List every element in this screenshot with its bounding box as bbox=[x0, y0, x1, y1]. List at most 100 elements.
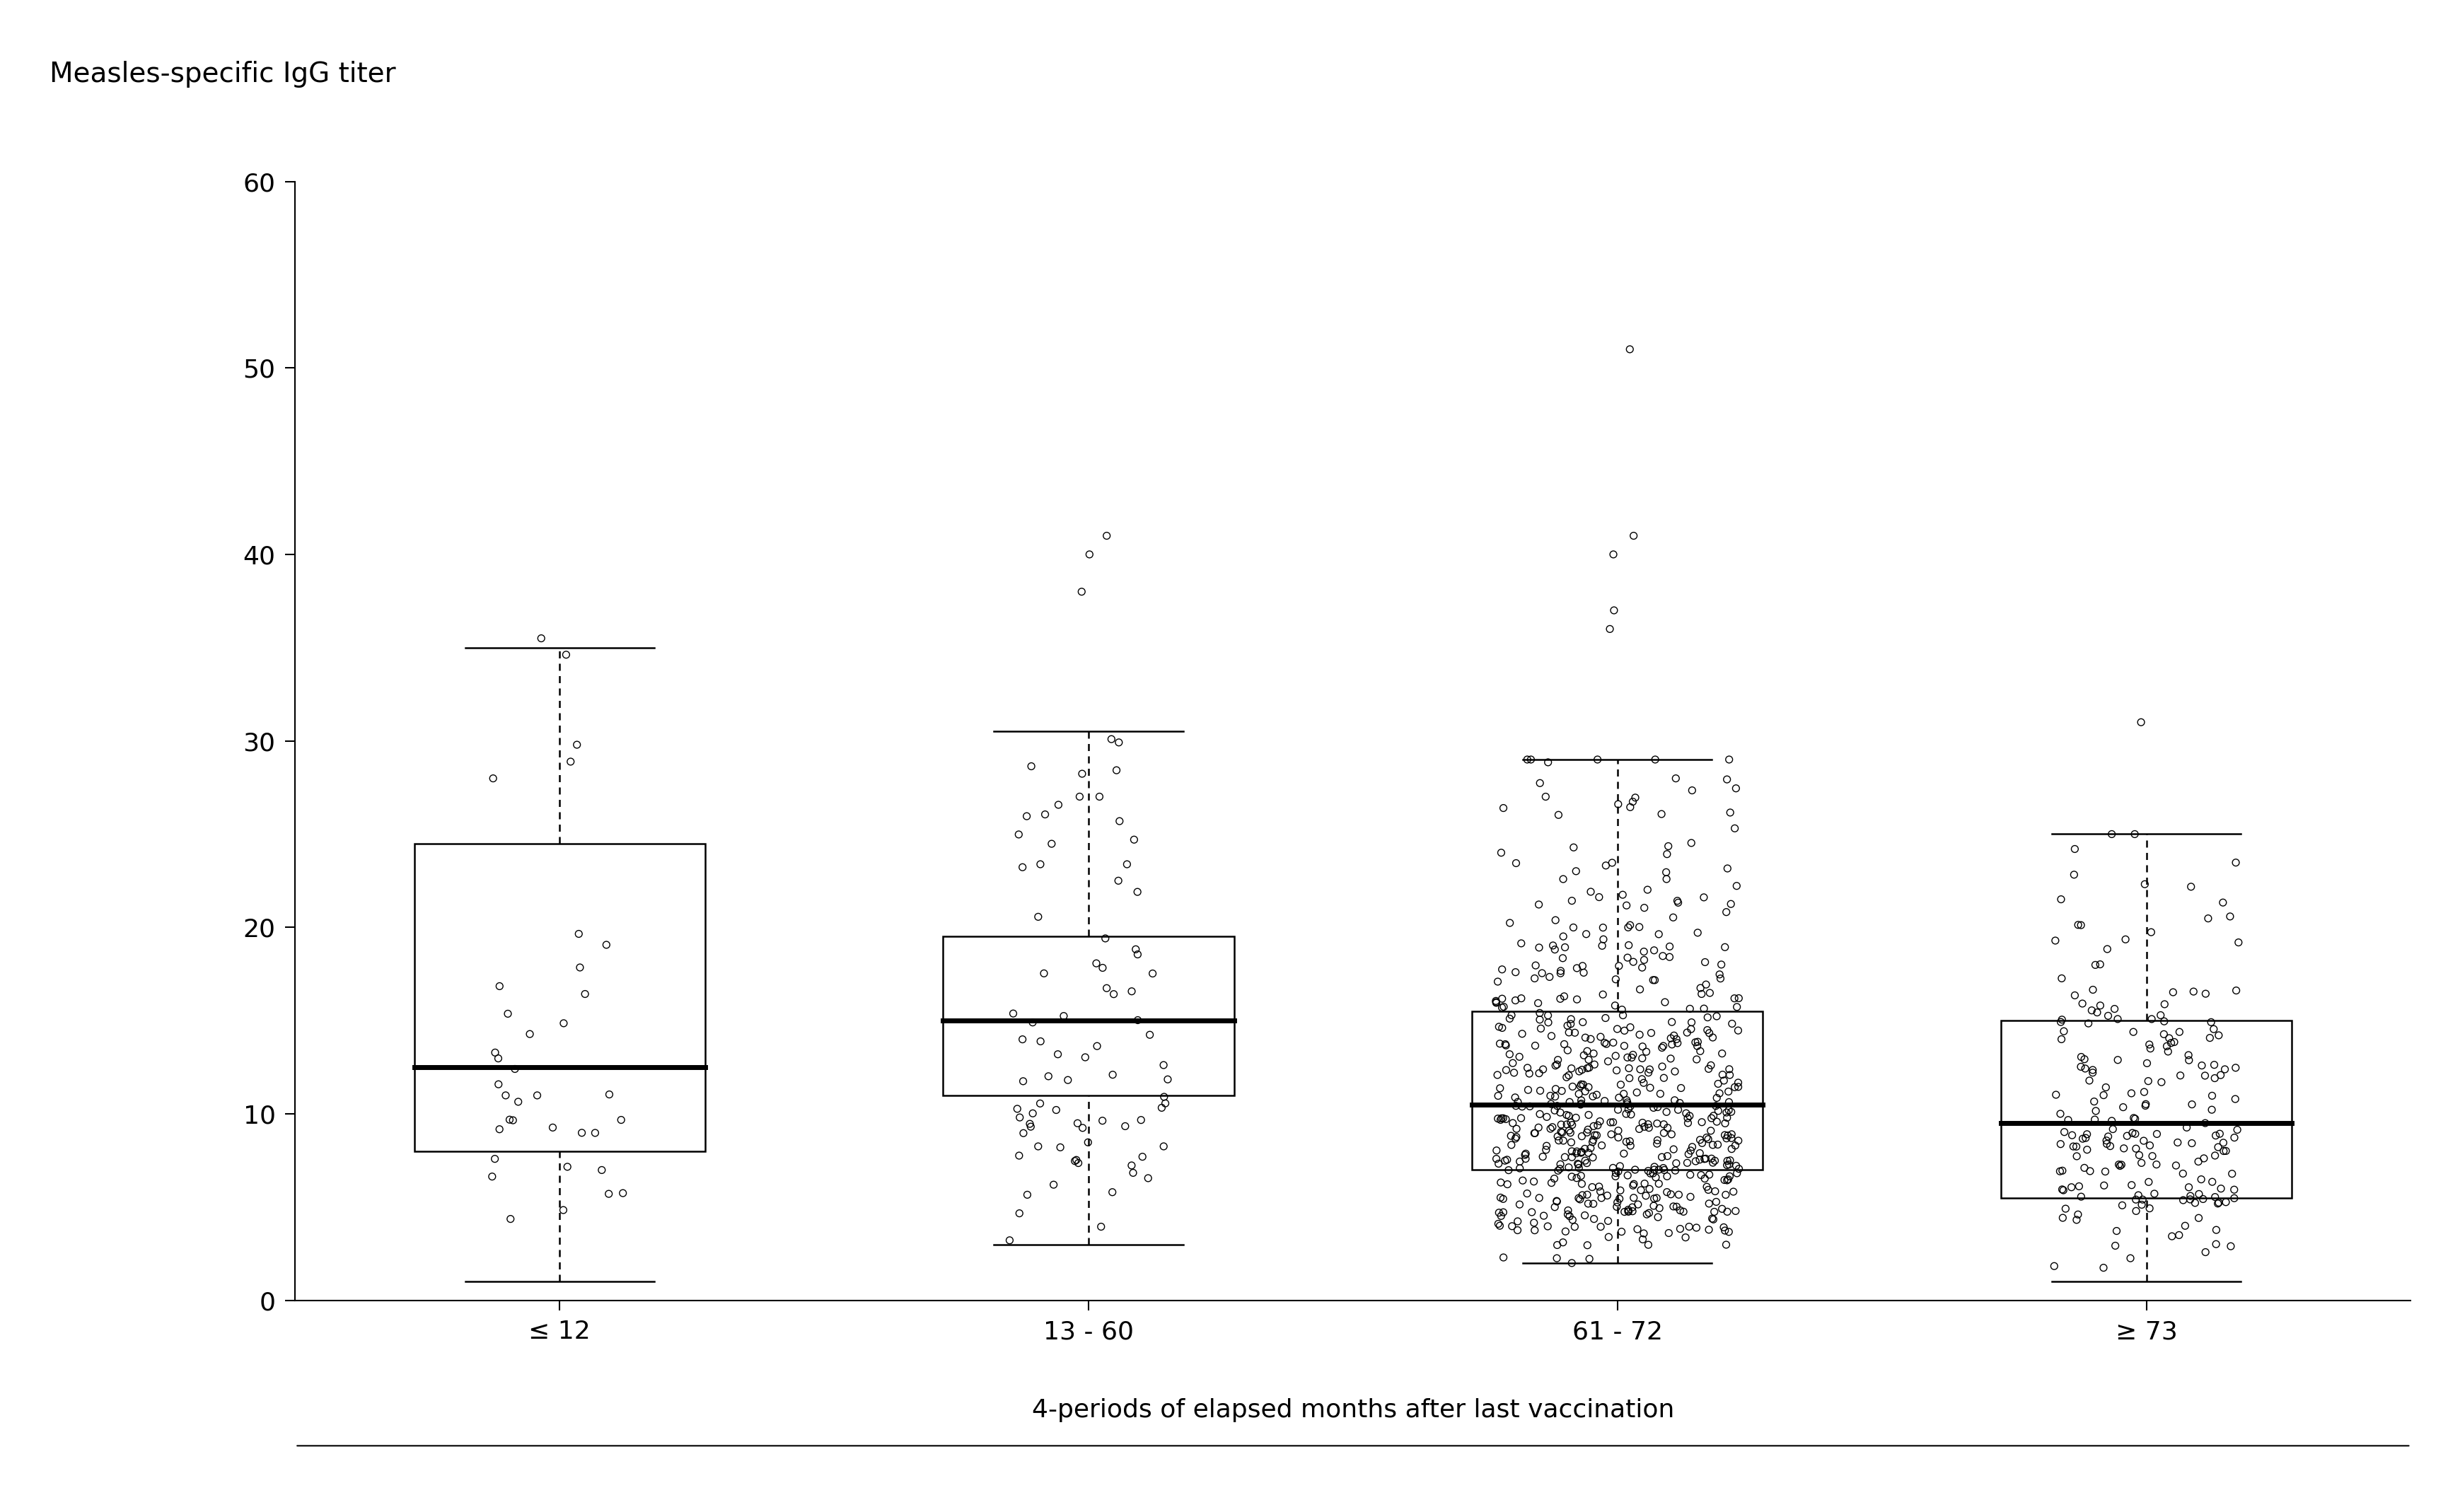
Point bbox=[1478, 969, 1518, 993]
Point bbox=[1670, 1018, 1710, 1042]
Point bbox=[2066, 1126, 2106, 1151]
Point bbox=[2162, 1161, 2202, 1185]
Point bbox=[2123, 1193, 2162, 1217]
Point bbox=[1033, 1173, 1073, 1198]
Point bbox=[1626, 1040, 1665, 1064]
Point bbox=[576, 1120, 615, 1145]
Point bbox=[1565, 960, 1604, 984]
Point bbox=[1545, 1219, 1584, 1243]
Point bbox=[1641, 1081, 1680, 1105]
Point bbox=[1510, 747, 1550, 771]
Point bbox=[1048, 1067, 1087, 1092]
Point bbox=[1609, 1198, 1648, 1222]
Point bbox=[1658, 1194, 1697, 1219]
Point bbox=[1592, 851, 1631, 875]
Point bbox=[1503, 1095, 1542, 1119]
Point bbox=[1611, 1134, 1651, 1158]
Point bbox=[534, 1116, 573, 1140]
Point bbox=[1528, 1004, 1567, 1028]
Point bbox=[2054, 983, 2093, 1007]
Point bbox=[1530, 1117, 1569, 1142]
Point bbox=[1636, 747, 1675, 771]
Point bbox=[2204, 1131, 2244, 1155]
Point bbox=[1552, 1139, 1592, 1163]
Point bbox=[1599, 1125, 1638, 1149]
Point bbox=[1589, 1208, 1629, 1232]
Point bbox=[1700, 1081, 1739, 1105]
Point bbox=[2187, 1240, 2226, 1264]
Point bbox=[1717, 1161, 1756, 1185]
Point bbox=[999, 1201, 1038, 1225]
Point bbox=[2064, 1126, 2103, 1151]
Point bbox=[1557, 1140, 1597, 1164]
Point bbox=[1557, 1152, 1597, 1176]
Point bbox=[1692, 1025, 1732, 1049]
Point bbox=[1697, 1132, 1737, 1157]
Point bbox=[1702, 1198, 1742, 1222]
Point bbox=[1077, 1034, 1117, 1058]
Point bbox=[2197, 1217, 2236, 1241]
Point bbox=[1614, 1173, 1653, 1198]
Point bbox=[1520, 1061, 1560, 1086]
Point bbox=[1481, 1108, 1520, 1132]
Point bbox=[1705, 1216, 1744, 1240]
Point bbox=[1134, 962, 1173, 986]
Point bbox=[1560, 1185, 1599, 1210]
Point bbox=[1597, 1194, 1636, 1219]
Point bbox=[1619, 915, 1658, 939]
Point bbox=[2130, 1196, 2170, 1220]
Point bbox=[1538, 1232, 1577, 1256]
Point bbox=[1562, 1058, 1601, 1083]
Point bbox=[1144, 1084, 1183, 1108]
Point bbox=[1624, 1222, 1663, 1246]
Point bbox=[1038, 792, 1077, 816]
Point bbox=[1508, 1078, 1547, 1102]
Point bbox=[1638, 1128, 1678, 1152]
Point bbox=[1702, 1063, 1742, 1087]
Point bbox=[1624, 1114, 1663, 1139]
Point bbox=[1619, 1217, 1658, 1241]
Point bbox=[2152, 1031, 2192, 1055]
Point bbox=[1589, 1049, 1629, 1074]
Point bbox=[1528, 1105, 1567, 1129]
Point bbox=[1688, 1178, 1727, 1202]
Point bbox=[1609, 1055, 1648, 1080]
Point bbox=[1533, 1170, 1572, 1194]
Point bbox=[1569, 1247, 1609, 1272]
Point bbox=[1520, 1016, 1560, 1040]
Point bbox=[1515, 966, 1555, 990]
Point bbox=[1601, 1154, 1641, 1178]
Point bbox=[2204, 891, 2244, 915]
Point bbox=[1542, 1113, 1582, 1137]
Point bbox=[1496, 989, 1535, 1013]
Point bbox=[1702, 953, 1742, 977]
Point bbox=[1594, 1031, 1633, 1055]
Point bbox=[1481, 1170, 1520, 1194]
Point bbox=[2133, 1145, 2172, 1169]
Point bbox=[1710, 1152, 1749, 1176]
Point bbox=[2086, 1128, 2125, 1152]
Point bbox=[1107, 853, 1146, 877]
Point bbox=[1582, 1025, 1621, 1049]
Point bbox=[2064, 1048, 2103, 1072]
Point bbox=[1668, 1021, 1707, 1045]
Point bbox=[2064, 992, 2103, 1016]
Point bbox=[1670, 1104, 1710, 1128]
Point bbox=[2042, 1158, 2081, 1182]
Point bbox=[1601, 1178, 1641, 1202]
Point bbox=[1038, 1042, 1077, 1066]
Point bbox=[1577, 1083, 1616, 1107]
Point bbox=[1710, 1057, 1749, 1081]
Point bbox=[1675, 1030, 1715, 1054]
Point bbox=[1707, 1101, 1747, 1125]
Point bbox=[1567, 1120, 1606, 1145]
Point bbox=[1614, 1194, 1653, 1219]
Point bbox=[1631, 1176, 1670, 1201]
Point bbox=[1614, 1172, 1653, 1196]
Point bbox=[2108, 1123, 2148, 1148]
Point bbox=[1638, 922, 1678, 947]
Point bbox=[1129, 1166, 1168, 1190]
Point bbox=[1144, 1052, 1183, 1077]
Point bbox=[2113, 1021, 2152, 1045]
Point bbox=[1550, 1104, 1589, 1128]
